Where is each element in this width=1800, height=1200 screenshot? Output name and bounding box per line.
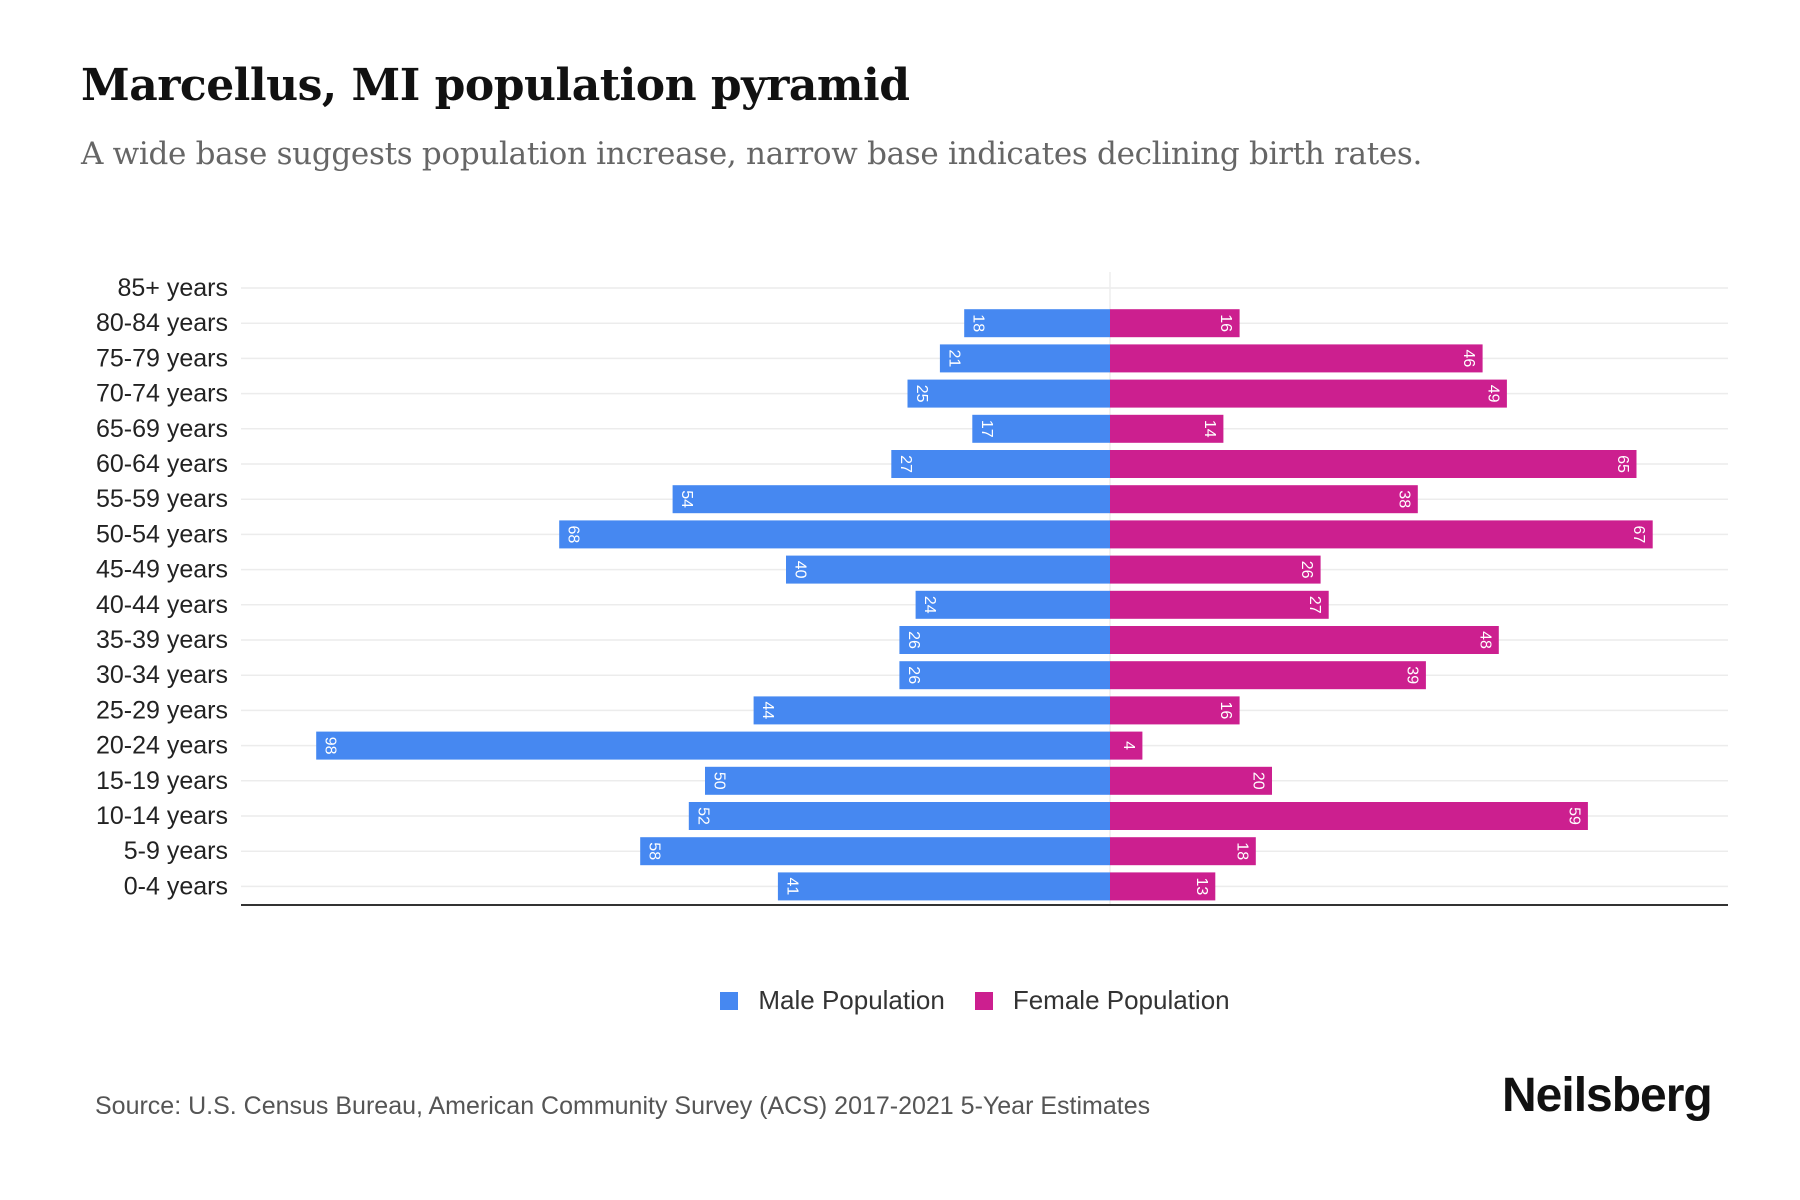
female-bar: [1110, 450, 1637, 478]
male-data-label: 18: [970, 314, 987, 332]
male-data-label: 21: [945, 350, 962, 368]
y-tick-label: 5-9 years: [124, 837, 228, 865]
male-bar: [964, 309, 1110, 338]
y-tick-label: 45-49 years: [96, 556, 228, 584]
source-note: Source: U.S. Census Bureau, American Com…: [95, 1092, 1151, 1120]
male-bar: [559, 520, 1110, 549]
male-bar: [915, 590, 1110, 619]
y-tick-label: 50-54 years: [96, 520, 228, 548]
female-bar: [1110, 344, 1483, 373]
male-bar: [705, 766, 1110, 795]
male-data-label: 44: [759, 702, 776, 720]
y-tick-label: 60-64 years: [96, 450, 228, 478]
male-data-label: 54: [678, 490, 695, 508]
male-bar: [640, 837, 1110, 866]
male-bar: [688, 802, 1110, 830]
male-bar: [899, 626, 1110, 654]
female-bar: [1110, 590, 1329, 619]
male-bar: [972, 414, 1110, 443]
y-tick-label: 10-14 years: [96, 802, 228, 830]
y-tick-label: 55-59 years: [96, 485, 228, 513]
male-data-label: 40: [792, 561, 809, 579]
y-tick-label: 75-79 years: [96, 344, 228, 372]
y-tick-label: 35-39 years: [96, 626, 228, 654]
male-data-label: 17: [978, 420, 995, 438]
male-bar: [907, 379, 1110, 408]
female-bar: [1110, 802, 1588, 830]
legend-swatch-female: [974, 991, 993, 1010]
y-tick-label: 80-84 years: [96, 309, 228, 337]
y-tick-label: 25-29 years: [96, 696, 228, 724]
female-bar: [1110, 309, 1240, 338]
male-data-label: 50: [711, 772, 728, 790]
male-bar: [672, 485, 1110, 514]
female-data-label: 13: [1193, 878, 1210, 896]
legend-item-female[interactable]: Female Population: [974, 985, 1230, 1016]
legend-label-male: Male Population: [758, 985, 945, 1015]
female-data-label: 46: [1460, 350, 1477, 368]
female-data-label: 59: [1565, 807, 1582, 825]
female-bar: [1110, 485, 1418, 514]
female-bar: [1110, 626, 1499, 654]
y-tick-label: 15-19 years: [96, 767, 228, 795]
male-data-label: 27: [897, 455, 914, 473]
y-tick-label: 70-74 years: [96, 380, 228, 408]
female-bar: [1110, 520, 1653, 549]
female-data-label: 18: [1233, 842, 1250, 860]
female-data-label: 49: [1484, 385, 1501, 403]
female-data-label: 16: [1217, 702, 1234, 720]
female-data-label: 27: [1306, 596, 1323, 614]
female-bar: [1110, 696, 1240, 725]
male-data-label: 26: [905, 631, 922, 649]
female-data-label: 4: [1120, 741, 1137, 750]
female-bar: [1110, 837, 1256, 866]
female-data-label: 39: [1403, 666, 1420, 684]
chart-title: Marcellus, MI population pyramid: [81, 60, 910, 111]
legend-item-male[interactable]: Male Population: [720, 985, 945, 1016]
female-data-label: 65: [1614, 455, 1631, 473]
female-bar: [1110, 731, 1143, 760]
male-data-label: 68: [565, 526, 582, 544]
y-tick-label: 65-69 years: [96, 415, 228, 443]
male-data-label: 58: [646, 842, 663, 860]
y-tick-label: 0-4 years: [124, 872, 228, 900]
male-bar: [777, 872, 1110, 901]
y-tick-label: 20-24 years: [96, 732, 228, 760]
male-bar: [786, 555, 1110, 584]
female-data-label: 16: [1217, 314, 1234, 332]
male-bar: [316, 731, 1110, 760]
male-data-label: 24: [921, 596, 938, 614]
y-tick-label: 30-34 years: [96, 661, 228, 689]
female-bar: [1110, 414, 1224, 443]
male-data-label: 52: [694, 807, 711, 825]
female-bar: [1110, 379, 1507, 408]
y-tick-label: 40-44 years: [96, 591, 228, 619]
legend: Male Population Female Population: [0, 985, 1800, 1016]
female-data-label: 48: [1476, 631, 1493, 649]
male-data-label: 26: [905, 666, 922, 684]
y-tick-label: 85+ years: [118, 274, 229, 302]
legend-label-female: Female Population: [1012, 985, 1230, 1015]
female-data-label: 14: [1201, 420, 1218, 438]
female-bar: [1110, 872, 1216, 901]
female-bar: [1110, 555, 1321, 584]
female-data-label: 20: [1250, 772, 1267, 790]
female-bar: [1110, 766, 1272, 795]
female-bar: [1110, 661, 1426, 690]
male-data-label: 41: [783, 878, 800, 896]
female-data-label: 26: [1298, 561, 1315, 579]
male-data-label: 25: [913, 385, 930, 403]
chart-subtitle: A wide base suggests population increase…: [81, 136, 1423, 172]
male-data-label: 98: [322, 737, 339, 755]
male-bar: [939, 344, 1110, 373]
male-bar: [899, 661, 1110, 690]
male-bar: [753, 696, 1110, 725]
female-data-label: 38: [1395, 490, 1412, 508]
neilsberg-logo: Neilsberg: [1502, 1069, 1713, 1122]
female-data-label: 67: [1630, 526, 1647, 544]
male-bar: [891, 450, 1110, 478]
legend-swatch-male: [720, 991, 739, 1010]
